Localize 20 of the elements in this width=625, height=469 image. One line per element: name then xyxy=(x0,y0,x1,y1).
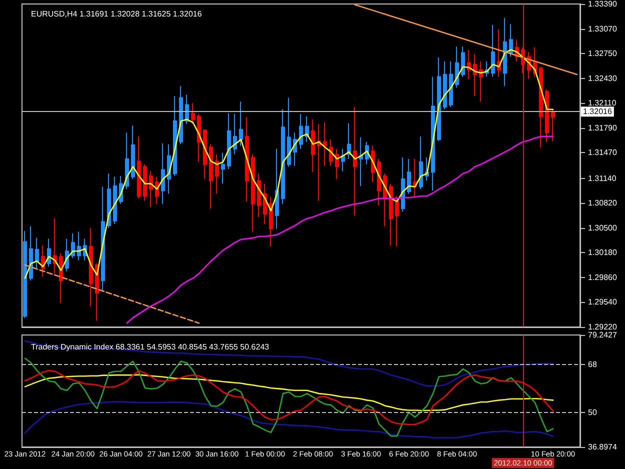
y-tick-label: 79.2427 xyxy=(588,330,618,340)
y-tick-label: 1.32110 xyxy=(588,98,617,108)
y-tick-label: 1.31790 xyxy=(588,123,618,132)
y-tick-label: 1.33390 xyxy=(588,0,618,8)
y-tick-label: 1.30180 xyxy=(588,248,618,258)
y-tick-label: 1.31470 xyxy=(588,148,618,158)
y-tick-label: 1.32430 xyxy=(588,74,618,83)
y-tick-label: 36.8974 xyxy=(588,442,618,452)
y-tick-label: 68 xyxy=(588,360,598,370)
y-tick-label: 1.29540 xyxy=(588,298,618,307)
ref-line-label: 1.32016 xyxy=(583,107,612,116)
text: EURUSD,H4 1.31691 1.32028 1.31625 1.32016 xyxy=(31,10,202,18)
y-tick-label: 1.30500 xyxy=(588,223,618,232)
y-tick-label: 1.32750 xyxy=(588,49,618,58)
y-tick-label: 1.29220 xyxy=(588,322,618,332)
y-tick-label: 1.31140 xyxy=(588,174,617,183)
y-tick-label: 1.30820 xyxy=(588,198,618,208)
y-tick-label: 1.33070 xyxy=(588,24,618,34)
y-tick-label: 1.29860 xyxy=(588,272,618,282)
y-tick-label: 50 xyxy=(588,408,598,417)
